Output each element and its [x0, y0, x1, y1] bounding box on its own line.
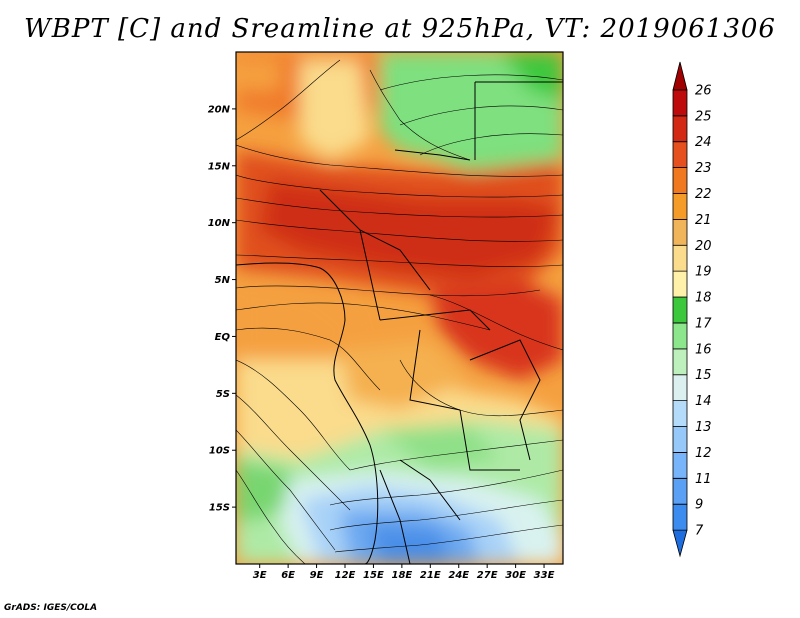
colorbar-label: 13 — [695, 420, 712, 435]
x-tick-label: 30E — [505, 570, 526, 581]
y-tick-label: 10S — [209, 446, 230, 457]
colorbar-segment — [672, 452, 688, 479]
colorbar-segment — [672, 477, 688, 505]
y-tick-label: 10N — [208, 218, 231, 229]
y-tick-label: 15S — [209, 503, 230, 514]
colorbar-label: 22 — [695, 187, 712, 202]
colorbar-label: 7 — [695, 524, 704, 539]
colorbar-label: 19 — [695, 265, 712, 280]
colorbar-segment — [672, 503, 688, 531]
colorbar-label: 21 — [695, 213, 712, 228]
x-tick-label: 27E — [477, 570, 498, 581]
colorbar-segment — [672, 426, 688, 453]
colorbar-label: 24 — [695, 135, 712, 150]
x-tick-label: 24E — [448, 570, 469, 581]
x-axis: 3E 6E 9E 12E 15E 18E 21E 24E 27E 30E 33E — [253, 564, 555, 581]
plot-frame — [235, 51, 564, 565]
colorbar-label: 12 — [695, 446, 712, 461]
colorbar-segment — [672, 61, 688, 91]
y-axis: 20N 15N 10N 5N EQ 5S 10S 15S — [208, 104, 236, 514]
colorbar-label: 17 — [695, 316, 712, 331]
y-tick-label: 15N — [208, 161, 231, 172]
streamlines — [236, 59, 563, 564]
colorbar-segment — [672, 296, 688, 324]
colorbar-label: 23 — [695, 161, 712, 176]
x-tick-label: 15E — [363, 570, 384, 581]
x-tick-label: 6E — [281, 570, 295, 581]
colorbar-label: 15 — [695, 368, 712, 383]
colorbar-label: 14 — [695, 394, 712, 409]
colorbar-segment — [672, 374, 688, 402]
colorbar-segment — [672, 529, 688, 558]
colorbar-segment — [672, 348, 688, 376]
coastlines — [236, 81, 563, 564]
colorbar-label: 18 — [695, 291, 712, 306]
colorbar-label: 25 — [695, 109, 712, 124]
x-tick-label: 12E — [335, 570, 356, 581]
colorbar-segment — [672, 270, 688, 298]
x-tick-label: 9E — [310, 570, 324, 581]
x-tick-label: 3E — [253, 570, 267, 581]
wbpt-field — [236, 52, 563, 564]
credit-label: GrADS: IGES/COLA — [4, 603, 98, 613]
colorbar-label: 9 — [695, 498, 703, 513]
colorbar-label: 11 — [695, 472, 712, 487]
colorbar-segment — [672, 115, 688, 143]
colorbar-segment — [672, 218, 688, 246]
y-tick-label: 20N — [208, 104, 231, 115]
x-tick-label: 33E — [534, 570, 555, 581]
y-tick-label: 5N — [215, 275, 231, 286]
colorbar-segment — [672, 322, 688, 350]
chart-title: WBPT [C] and Sreamline at 925hPa, VT: 20… — [24, 14, 776, 44]
colorbar: 7 9 11 12 13 14 15 16 17 18 19 20 21 22 23 24 25 26 — [672, 61, 712, 558]
colorbar-segment — [672, 141, 688, 168]
colorbar-segment — [672, 193, 688, 220]
y-tick-label: 5S — [216, 389, 230, 400]
x-tick-label: 18E — [391, 570, 412, 581]
x-tick-label: 21E — [420, 570, 441, 581]
y-tick-label: EQ — [215, 332, 231, 343]
colorbar-segment — [672, 244, 688, 272]
colorbar-segment — [672, 400, 688, 427]
colorbar-segment — [672, 167, 688, 194]
colorbar-label: 16 — [695, 342, 712, 357]
colorbar-segment — [672, 89, 688, 117]
colorbar-label: 20 — [695, 239, 712, 254]
colorbar-label: 26 — [695, 83, 712, 98]
